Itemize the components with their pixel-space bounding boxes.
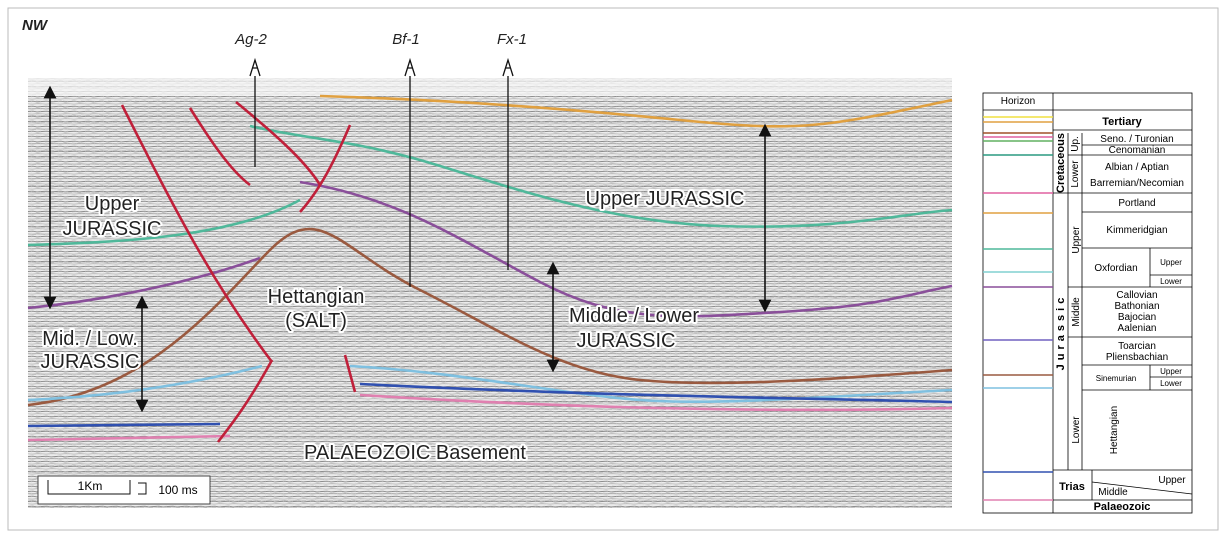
stage: Albian / Aptian	[1105, 162, 1169, 173]
unit-label: Upper JURASSIC	[586, 188, 745, 210]
substage: Upper	[1160, 258, 1182, 267]
body: {"section": {"direction": "NW", "wells":…	[0, 0, 1226, 538]
epoch: Middle	[1071, 297, 1082, 327]
well-label: Bf-1	[392, 31, 420, 48]
unit-label: (SALT)	[285, 310, 347, 332]
unit-label: PALAEOZOIC Basement	[304, 442, 526, 464]
period: Tertiary	[1102, 116, 1142, 128]
era: Palaeozoic	[1094, 501, 1151, 513]
substage: Lower	[1160, 277, 1182, 286]
epoch: Upper	[1071, 226, 1082, 254]
stage: Cenomanian	[1109, 145, 1166, 156]
stage: Toarcian	[1118, 341, 1156, 352]
stage: Pliensbachian	[1106, 352, 1168, 363]
unit-label: JURASSIC	[63, 218, 162, 240]
stage: Hettangian	[1109, 406, 1120, 454]
period: Jurassic	[1055, 294, 1067, 371]
scale-distance: 1Km	[78, 479, 103, 493]
stage: Aalenian	[1118, 323, 1157, 334]
epoch: Lower	[1070, 160, 1081, 188]
well-label: Ag-2	[234, 31, 267, 48]
epoch: Up.	[1070, 136, 1081, 152]
figure: NW Ag-2 Bf-1 Fx-1 Upper JURASSIC Upper J…	[0, 0, 1226, 538]
seismic-top	[28, 78, 952, 96]
period: Cretaceous	[1055, 133, 1067, 193]
stage: Sinemurian	[1096, 374, 1136, 383]
unit-label: Mid. / Low.	[42, 328, 138, 350]
stage: Kimmeridgian	[1106, 225, 1167, 236]
well-label: Fx-1	[497, 31, 527, 48]
stage: Bajocian	[1118, 312, 1156, 323]
direction: NW	[22, 17, 49, 34]
legend-header: Horizon	[1001, 96, 1035, 107]
stage: Barremian/Necomian	[1090, 178, 1184, 189]
stage: Bathonian	[1114, 301, 1159, 312]
stage: Oxfordian	[1094, 263, 1137, 274]
page: Seismic section body { margin: 0; backgr…	[0, 0, 1226, 538]
unit-label: JURASSIC	[577, 330, 676, 352]
epoch: Lower	[1071, 416, 1082, 444]
epoch: Upper	[1158, 475, 1186, 486]
scale-time: 100 ms	[158, 483, 197, 497]
stage: Seno. / Turonian	[1100, 134, 1173, 145]
stage: Portland	[1118, 198, 1155, 209]
epoch: Middle	[1098, 487, 1128, 498]
substage: Upper	[1160, 367, 1182, 376]
substage: Lower	[1160, 379, 1182, 388]
unit-label: JURASSIC	[41, 351, 140, 373]
unit-label: Middle / Lower	[569, 305, 699, 327]
unit-label: Hettangian	[268, 286, 365, 308]
stage: Callovian	[1116, 290, 1157, 301]
unit-label: Upper	[85, 193, 140, 215]
period: Trias	[1059, 481, 1085, 493]
